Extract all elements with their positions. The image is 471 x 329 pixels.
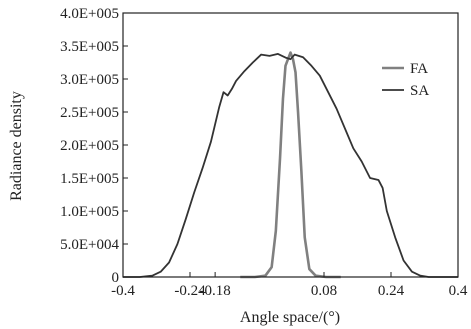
x-tick-label: 0.24 xyxy=(378,283,405,299)
y-tick-label: 2.5E+005 xyxy=(60,105,119,121)
y-tick-label: 4.0E+005 xyxy=(60,6,119,22)
y-tick-label: 5.0E+004 xyxy=(60,237,119,253)
y-tick-label: 3.0E+005 xyxy=(60,72,119,88)
plot-area xyxy=(123,51,458,279)
legend: FA SA xyxy=(382,61,429,99)
legend-label-fa: FA xyxy=(410,61,428,77)
axes: -0.4 -0.24-0.18 0.08 0.24 0.4 0 5.0E+004 1.0E+0… xyxy=(60,6,468,299)
series-line-fa xyxy=(240,51,341,279)
x-tick-label: 0.08 xyxy=(311,283,337,299)
y-tick-label: 1.5E+005 xyxy=(60,171,119,187)
x-tick-label: -0.18 xyxy=(200,283,231,299)
y-tick-label: 3.5E+005 xyxy=(60,39,119,55)
y-axis-label: Radiance density xyxy=(8,91,25,201)
legend-label-sa: SA xyxy=(410,83,429,99)
series-line-sa xyxy=(123,53,458,278)
y-tick-label: 2.0E+005 xyxy=(60,138,119,154)
x-tick-label: -0.24 xyxy=(174,283,206,299)
y-tick-label: 1.0E+005 xyxy=(60,204,119,220)
x-tick-label: 0.4 xyxy=(449,283,468,299)
y-tick-label: 0 xyxy=(112,270,120,286)
x-tick-label: -0.4 xyxy=(111,283,135,299)
x-axis-label: Angle space/(°) xyxy=(240,309,340,326)
